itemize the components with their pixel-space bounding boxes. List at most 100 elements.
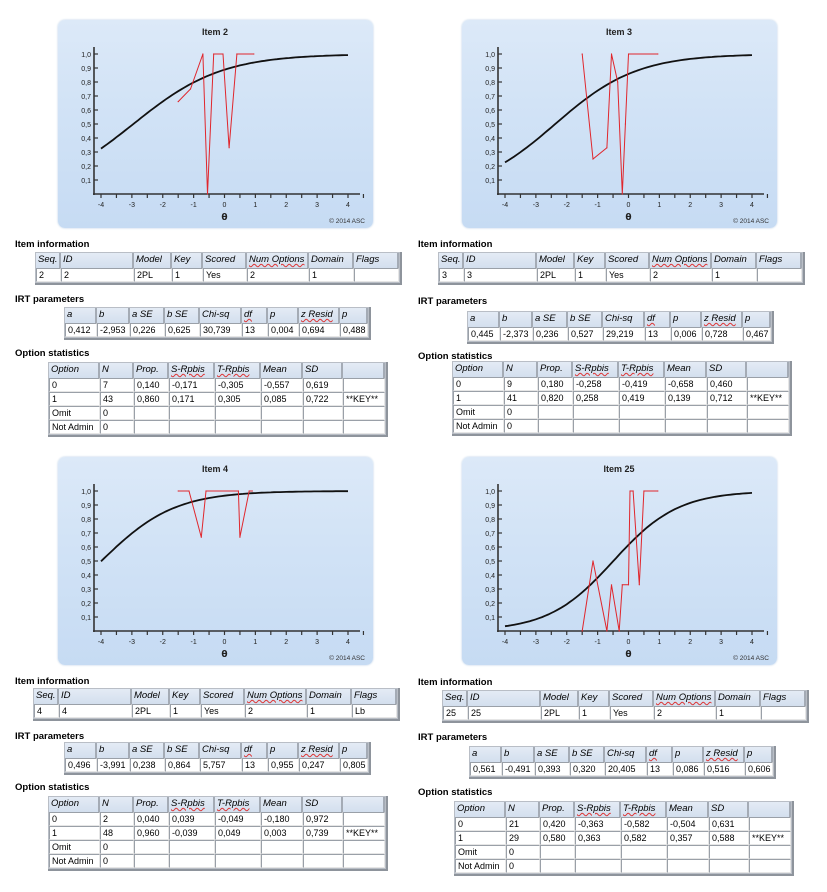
table-cell[interactable] bbox=[343, 378, 385, 392]
table-cell[interactable]: 0 bbox=[455, 817, 506, 831]
table-cell[interactable]: 0,363 bbox=[575, 831, 621, 845]
table-cell[interactable]: 0,739 bbox=[303, 826, 343, 840]
table-cell[interactable]: 0 bbox=[49, 378, 100, 392]
table-cell[interactable]: 0,955 bbox=[268, 758, 299, 772]
table-cell[interactable]: 48 bbox=[100, 826, 134, 840]
table-cell[interactable] bbox=[707, 419, 747, 433]
table-cell[interactable]: Omit bbox=[49, 840, 100, 854]
table-cell[interactable]: Yes bbox=[201, 704, 245, 718]
table-cell[interactable]: Omit bbox=[49, 406, 100, 420]
table-cell[interactable] bbox=[621, 859, 667, 873]
table-cell[interactable]: 0,040 bbox=[134, 812, 169, 826]
table-cell[interactable]: 4 bbox=[34, 704, 59, 718]
table-cell[interactable]: 0,820 bbox=[538, 391, 573, 405]
table-cell[interactable]: 2PL bbox=[132, 704, 170, 718]
table-cell[interactable]: 20,405 bbox=[605, 762, 647, 776]
table-cell[interactable]: 1 bbox=[455, 831, 506, 845]
table-cell[interactable]: -0,171 bbox=[169, 378, 215, 392]
table-cell[interactable]: 0 bbox=[100, 854, 134, 868]
table-cell[interactable] bbox=[215, 406, 261, 420]
table-cell[interactable] bbox=[215, 854, 261, 868]
table-cell[interactable] bbox=[749, 817, 791, 831]
table-cell[interactable] bbox=[134, 840, 169, 854]
table-cell[interactable]: 0 bbox=[504, 405, 538, 419]
table-cell[interactable]: 0,619 bbox=[303, 378, 343, 392]
table-cell[interactable]: -0,305 bbox=[215, 378, 261, 392]
table-cell[interactable]: 1 bbox=[579, 706, 610, 720]
table-cell[interactable]: -0,049 bbox=[215, 812, 261, 826]
table-cell[interactable] bbox=[261, 840, 303, 854]
table-cell[interactable] bbox=[303, 420, 343, 434]
table-cell[interactable]: 2PL bbox=[537, 268, 575, 282]
table-cell[interactable]: -0,491 bbox=[502, 762, 535, 776]
table-cell[interactable] bbox=[575, 859, 621, 873]
table-cell[interactable] bbox=[303, 854, 343, 868]
table-cell[interactable]: 0,049 bbox=[215, 826, 261, 840]
table-cell[interactable] bbox=[747, 377, 789, 391]
table-cell[interactable] bbox=[303, 406, 343, 420]
table-cell[interactable] bbox=[709, 859, 749, 873]
table-cell[interactable]: 0,588 bbox=[709, 831, 749, 845]
table-cell[interactable]: -2,373 bbox=[500, 327, 533, 341]
table-cell[interactable]: 0,582 bbox=[621, 831, 667, 845]
table-cell[interactable] bbox=[665, 405, 707, 419]
table-cell[interactable]: Yes bbox=[606, 268, 650, 282]
table-cell[interactable]: Yes bbox=[610, 706, 654, 720]
table-cell[interactable]: **KEY** bbox=[343, 826, 385, 840]
table-cell[interactable]: 0,419 bbox=[619, 391, 665, 405]
table-cell[interactable]: 25 bbox=[443, 706, 468, 720]
table-cell[interactable] bbox=[540, 845, 575, 859]
table-cell[interactable]: 30,739 bbox=[200, 323, 242, 337]
table-cell[interactable] bbox=[134, 854, 169, 868]
table-cell[interactable]: 13 bbox=[242, 323, 268, 337]
table-cell[interactable]: 0,139 bbox=[665, 391, 707, 405]
table-cell[interactable] bbox=[303, 840, 343, 854]
table-cell[interactable]: **KEY** bbox=[343, 392, 385, 406]
table-cell[interactable]: 0,180 bbox=[538, 377, 573, 391]
table-cell[interactable]: 1 bbox=[307, 704, 352, 718]
table-cell[interactable]: 1 bbox=[49, 826, 100, 840]
table-cell[interactable]: 0,694 bbox=[299, 323, 340, 337]
table-cell[interactable] bbox=[261, 406, 303, 420]
table-cell[interactable]: 29 bbox=[506, 831, 540, 845]
table-cell[interactable] bbox=[665, 419, 707, 433]
table-cell[interactable]: 0 bbox=[100, 406, 134, 420]
table-cell[interactable]: -0,658 bbox=[665, 377, 707, 391]
table-cell[interactable]: -3,991 bbox=[97, 758, 130, 772]
table-cell[interactable]: 0,527 bbox=[568, 327, 603, 341]
table-cell[interactable]: 0,140 bbox=[134, 378, 169, 392]
table-cell[interactable]: 0,631 bbox=[709, 817, 749, 831]
table-cell[interactable]: 2 bbox=[100, 812, 134, 826]
table-cell[interactable]: 4 bbox=[59, 704, 132, 718]
table-cell[interactable]: 0 bbox=[49, 812, 100, 826]
table-cell[interactable] bbox=[215, 420, 261, 434]
table-cell[interactable]: 2 bbox=[245, 704, 307, 718]
table-cell[interactable]: 2 bbox=[36, 268, 61, 282]
table-cell[interactable] bbox=[261, 420, 303, 434]
table-cell[interactable]: 0,357 bbox=[667, 831, 709, 845]
table-cell[interactable]: Not Admin bbox=[49, 420, 100, 434]
table-cell[interactable]: 0 bbox=[506, 859, 540, 873]
table-cell[interactable]: 0,003 bbox=[261, 826, 303, 840]
table-cell[interactable] bbox=[575, 845, 621, 859]
table-cell[interactable]: -0,180 bbox=[261, 812, 303, 826]
table-cell[interactable] bbox=[169, 854, 215, 868]
table-cell[interactable] bbox=[619, 405, 665, 419]
table-cell[interactable]: 1 bbox=[49, 392, 100, 406]
table-cell[interactable]: 9 bbox=[504, 377, 538, 391]
table-cell[interactable]: 2PL bbox=[541, 706, 579, 720]
table-cell[interactable] bbox=[749, 859, 791, 873]
table-cell[interactable]: 0,258 bbox=[573, 391, 619, 405]
table-cell[interactable]: 0,039 bbox=[169, 812, 215, 826]
table-cell[interactable]: 1 bbox=[309, 268, 354, 282]
table-cell[interactable] bbox=[134, 420, 169, 434]
table-cell[interactable] bbox=[169, 420, 215, 434]
table-cell[interactable] bbox=[747, 419, 789, 433]
table-cell[interactable]: 0,236 bbox=[533, 327, 568, 341]
table-cell[interactable] bbox=[343, 840, 385, 854]
table-cell[interactable] bbox=[747, 405, 789, 419]
table-cell[interactable]: 0,561 bbox=[470, 762, 502, 776]
table-cell[interactable]: Lb bbox=[352, 704, 397, 718]
table-cell[interactable] bbox=[619, 419, 665, 433]
table-cell[interactable]: 0,320 bbox=[570, 762, 605, 776]
